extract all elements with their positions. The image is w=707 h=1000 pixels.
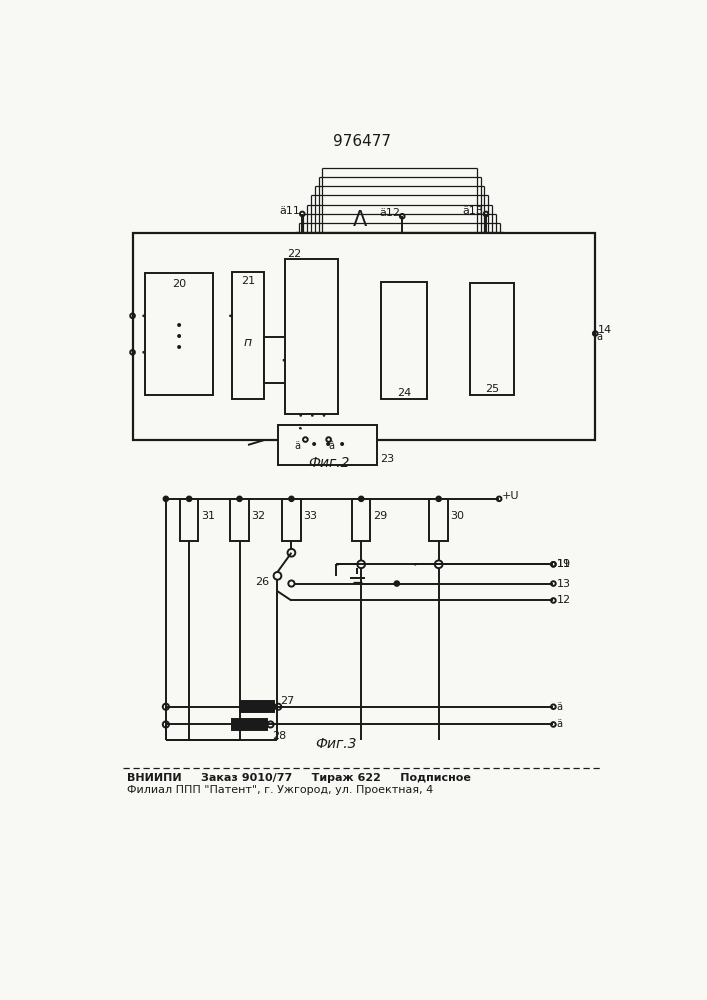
Text: •: • [175, 341, 183, 355]
Polygon shape [300, 414, 301, 416]
Text: 21: 21 [241, 276, 255, 286]
Bar [380, 282, 427, 399]
Circle shape [237, 497, 242, 501]
Text: ä: ä [295, 441, 300, 451]
Circle shape [436, 497, 441, 501]
Bar [132, 233, 595, 440]
Text: 24: 24 [397, 388, 411, 398]
Text: 28: 28 [272, 731, 286, 741]
Bar [429, 499, 448, 541]
Text: ä: ä [556, 702, 563, 712]
Bar [180, 499, 199, 541]
Polygon shape [143, 315, 145, 317]
Text: 12: 12 [556, 595, 571, 605]
Text: +U: +U [501, 491, 519, 501]
Text: •: • [175, 330, 183, 344]
Text: 25: 25 [485, 384, 499, 394]
Circle shape [187, 497, 192, 501]
Text: 31: 31 [201, 511, 215, 521]
Text: ä: ä [597, 332, 603, 342]
Bar [282, 499, 300, 541]
Text: ä11: ä11 [279, 206, 300, 216]
Bar [232, 272, 264, 399]
Text: Филиал ППП "Патент", г. Ужгород, ул. Проектная, 4: Филиал ППП "Патент", г. Ужгород, ул. Про… [127, 785, 433, 795]
Text: â: â [328, 441, 334, 451]
Text: 20: 20 [172, 279, 186, 289]
Text: 23: 23 [380, 454, 394, 464]
Circle shape [395, 581, 399, 586]
Text: •: • [310, 438, 318, 452]
Text: 13: 13 [556, 579, 571, 589]
Text: п: п [244, 336, 252, 349]
Polygon shape [323, 414, 325, 416]
Text: •: • [175, 319, 183, 333]
Bar [279, 425, 378, 465]
Text: 976477: 976477 [333, 134, 391, 149]
Text: 33: 33 [303, 511, 317, 521]
Text: 14: 14 [597, 325, 612, 335]
Polygon shape [143, 352, 145, 353]
Circle shape [359, 497, 363, 501]
Bar [470, 283, 514, 395]
Text: 30: 30 [450, 511, 464, 521]
Polygon shape [300, 427, 301, 429]
Bar [264, 337, 286, 383]
Circle shape [163, 497, 168, 501]
Bar [285, 259, 338, 414]
Text: 26: 26 [256, 577, 270, 587]
Text: ä12: ä12 [379, 208, 400, 218]
Polygon shape [414, 564, 416, 565]
Text: Фиг.2: Фиг.2 [308, 456, 349, 470]
Bar [352, 499, 370, 541]
Text: 32: 32 [251, 511, 265, 521]
Text: •: • [324, 438, 332, 452]
Text: ä13: ä13 [463, 206, 484, 216]
Text: 11: 11 [556, 559, 571, 569]
Text: ВНИИПИ     Заказ 9010/77     Тираж 622     Подписное: ВНИИПИ Заказ 9010/77 Тираж 622 Подписное [127, 773, 471, 783]
Bar [232, 719, 267, 730]
Circle shape [289, 497, 293, 501]
Polygon shape [230, 315, 232, 317]
Polygon shape [284, 360, 285, 361]
Text: 29: 29 [373, 511, 387, 521]
Text: ä: ä [556, 719, 563, 729]
Text: 22: 22 [287, 249, 301, 259]
Bar [230, 499, 249, 541]
Bar [240, 701, 274, 712]
Polygon shape [337, 564, 338, 565]
Text: 19: 19 [556, 559, 571, 569]
Polygon shape [312, 414, 313, 416]
Text: Фиг.3: Фиг.3 [315, 737, 357, 751]
Text: Λ: Λ [353, 210, 367, 230]
Text: 27: 27 [280, 696, 294, 706]
Bar [145, 273, 213, 395]
Text: •: • [338, 438, 346, 452]
